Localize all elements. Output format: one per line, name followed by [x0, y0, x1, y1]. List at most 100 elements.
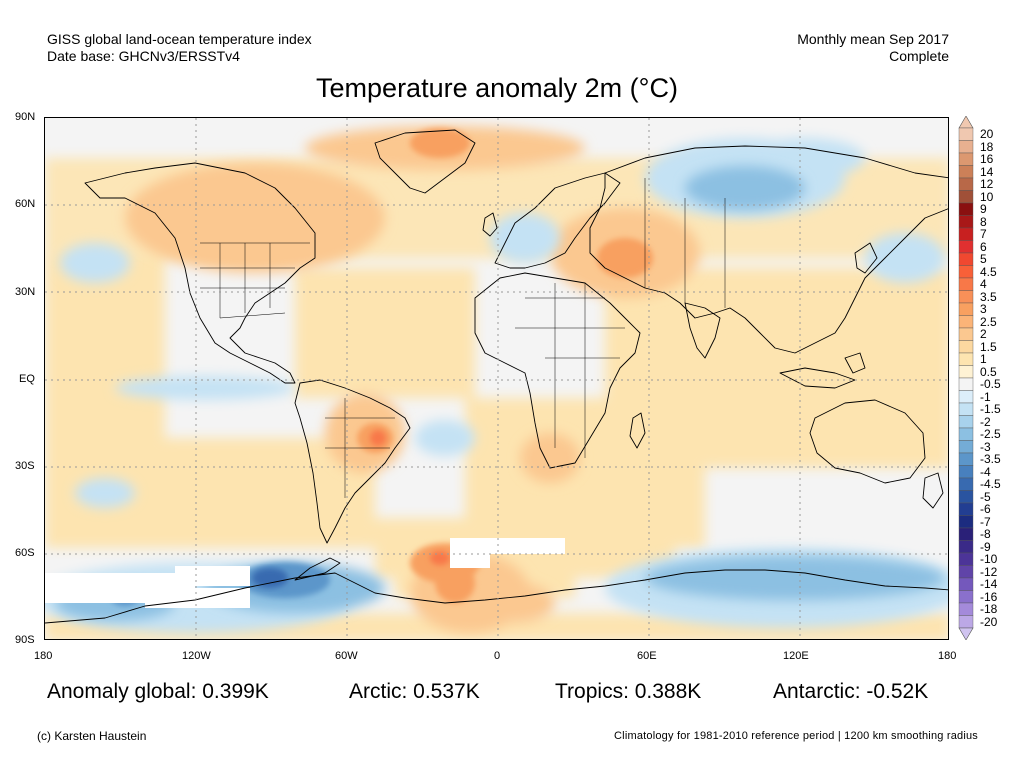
colorbar-swatch — [958, 490, 974, 504]
colorbar-label: -10 — [980, 552, 998, 567]
map-grid — [45, 118, 948, 639]
colorbar-label: 20 — [980, 127, 994, 142]
stat-arctic: Arctic: 0.537K — [349, 680, 480, 703]
colorbar-swatch — [958, 477, 974, 491]
colorbar-label: 3.5 — [980, 289, 997, 304]
colorbar-label: -12 — [980, 564, 998, 579]
colorbar-label: -9 — [980, 539, 991, 554]
colorbar-swatch — [958, 152, 974, 166]
colorbar-label: 14 — [980, 164, 994, 179]
colorbar-label: 2 — [980, 327, 987, 342]
colorbar-label: -1.5 — [980, 402, 1001, 417]
colorbar-swatch — [958, 465, 974, 479]
country-borders — [200, 178, 726, 498]
colorbar-label: 1 — [980, 352, 987, 367]
colorbar: 20 18 16 14 12 10 9 8 7 6 5 4.5 4 3.5 3 2.5 2 1.5 1 0.5 -0.5… — [958, 116, 1018, 640]
colorbar-label: -0.5 — [980, 377, 1001, 392]
lat-label-30s: 30S — [15, 460, 35, 472]
stat-antarctic: Antarctic: -0.52K — [773, 680, 929, 703]
lat-label-30n: 30N — [15, 286, 36, 298]
colorbar-label: -2.5 — [980, 427, 1001, 442]
colorbar-label: -3.5 — [980, 452, 1001, 467]
colorbar-swatch — [958, 440, 974, 454]
colorbar-label: -4.5 — [980, 477, 1001, 492]
colorbar-swatch — [958, 615, 974, 629]
colorbar-label: -5 — [980, 489, 991, 504]
colorbar-swatch — [958, 202, 974, 216]
colorbar-label: 4.5 — [980, 264, 997, 279]
lon-label-180w: 180 — [34, 650, 53, 662]
colorbar-swatch — [958, 390, 974, 404]
colorbar-swatch — [958, 190, 974, 204]
footer-note: Climatology for 1981-2010 reference peri… — [614, 730, 978, 742]
colorbar-label: -16 — [980, 589, 998, 604]
colorbar-label: -6 — [980, 502, 991, 517]
colorbar-swatch — [958, 590, 974, 604]
colorbar-scale — [958, 116, 974, 640]
colorbar-swatch — [958, 327, 974, 341]
anomaly-map-canvas — [45, 118, 948, 639]
colorbar-swatch — [958, 377, 974, 391]
footer-copyright: (c) Karsten Haustein — [37, 729, 147, 743]
lon-label-120w: 120W — [182, 650, 211, 662]
lat-label-60s: 60S — [15, 547, 35, 559]
colorbar-swatch — [958, 252, 974, 266]
anomaly-map — [44, 117, 949, 640]
colorbar-label: 3 — [980, 302, 987, 317]
lat-label-90n: 90N — [15, 111, 36, 123]
colorbar-swatch — [958, 527, 974, 541]
colorbar-label: 0.5 — [980, 364, 997, 379]
colorbar-swatch — [958, 227, 974, 241]
lat-label-eq: EQ — [19, 373, 35, 385]
colorbar-bottom-arrow — [958, 627, 974, 640]
colorbar-swatch — [958, 540, 974, 554]
colorbar-swatch — [958, 302, 974, 316]
colorbar-swatch — [958, 265, 974, 279]
lat-label-60n: 60N — [15, 198, 36, 210]
colorbar-top-arrow — [958, 116, 974, 129]
lon-label-120e: 120E — [783, 650, 809, 662]
colorbar-swatch — [958, 577, 974, 591]
colorbar-label: -7 — [980, 514, 991, 529]
colorbar-label: -1 — [980, 389, 991, 404]
colorbar-swatch — [958, 552, 974, 566]
colorbar-label: -4 — [980, 464, 991, 479]
colorbar-swatch — [958, 365, 974, 379]
header-status: Complete — [889, 48, 949, 64]
map-title: Temperature anomaly 2m (°C) — [316, 73, 678, 103]
colorbar-swatch — [958, 127, 974, 141]
header-dataset: GISS global land-ocean temperature index — [47, 31, 312, 47]
colorbar-swatch — [958, 215, 974, 229]
colorbar-label: 7 — [980, 227, 987, 242]
colorbar-swatch — [958, 165, 974, 179]
colorbar-label: 2.5 — [980, 314, 997, 329]
colorbar-swatch — [958, 240, 974, 254]
colorbar-label: -20 — [980, 614, 998, 629]
header-database: Date base: GHCNv3/ERSSTv4 — [47, 48, 240, 64]
colorbar-swatch — [958, 415, 974, 429]
colorbar-label: 6 — [980, 239, 987, 254]
colorbar-swatch — [958, 140, 974, 154]
colorbar-label: -2 — [980, 414, 991, 429]
colorbar-labels: 20 18 16 14 12 10 9 8 7 6 5 4.5 4 3.5 3 2.5 2 1.5 1 0.5 -0.5… — [980, 116, 1020, 640]
colorbar-label: -14 — [980, 577, 998, 592]
lon-label-60w: 60W — [335, 650, 358, 662]
cool-anomaly-peak — [252, 568, 288, 588]
lon-label-180e: 180 — [938, 650, 957, 662]
colorbar-swatch — [958, 290, 974, 304]
lat-label-90s: 90S — [15, 634, 35, 646]
lon-label-60e: 60E — [637, 650, 657, 662]
colorbar-swatch — [958, 602, 974, 616]
colorbar-swatch — [958, 402, 974, 416]
stat-tropics: Tropics: 0.388K — [555, 680, 702, 703]
colorbar-swatch — [958, 502, 974, 516]
colorbar-label: 12 — [980, 177, 994, 192]
colorbar-swatch — [958, 352, 974, 366]
colorbar-label: 18 — [980, 139, 994, 154]
colorbar-label: 8 — [980, 214, 987, 229]
colorbar-swatch — [958, 340, 974, 354]
stat-global: Anomaly global: 0.399K — [47, 680, 269, 703]
colorbar-swatch — [958, 427, 974, 441]
lon-label-0: 0 — [494, 650, 501, 662]
colorbar-label: 16 — [980, 152, 994, 167]
